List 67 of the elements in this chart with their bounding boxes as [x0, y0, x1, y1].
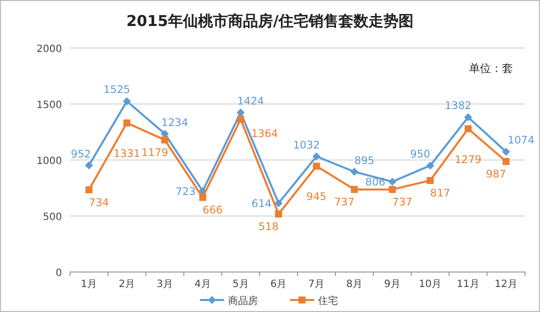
data-label: 1234 — [161, 116, 188, 129]
x-tick-label: 11月 — [456, 279, 480, 290]
point — [274, 199, 283, 208]
data-label: 1331 — [114, 148, 140, 160]
x-tick-label: 12月 — [494, 279, 518, 290]
data-label: 1424 — [237, 96, 264, 108]
data-label: 737 — [334, 196, 354, 208]
data-label: 1074 — [508, 134, 535, 147]
y-tick-label: 500 — [42, 212, 62, 223]
point — [199, 194, 206, 201]
y-tick-label: 2000 — [36, 44, 62, 55]
data-label: 987 — [486, 168, 506, 180]
point — [388, 178, 396, 186]
data-label: 1525 — [104, 84, 130, 96]
legend-label: 商品房 — [228, 295, 258, 307]
x-tick-label: 4月 — [194, 279, 211, 290]
data-label: 518 — [258, 220, 279, 233]
x-tick-label: 2月 — [118, 279, 136, 290]
data-label: 945 — [306, 191, 326, 204]
point — [502, 158, 510, 165]
data-label: 666 — [202, 204, 224, 216]
annotation: 单位：套 — [469, 62, 513, 75]
y-tick-label: 1500 — [36, 100, 62, 111]
point — [122, 97, 131, 106]
data-label: 734 — [88, 196, 110, 209]
point — [237, 116, 244, 123]
point — [350, 186, 358, 193]
data-label: 952 — [70, 148, 91, 160]
data-label: 723 — [176, 186, 196, 198]
data-label: 895 — [354, 154, 374, 167]
x-tick-label: 3月 — [156, 279, 173, 290]
point — [85, 186, 92, 194]
point — [464, 113, 472, 122]
point — [350, 168, 358, 176]
point — [161, 136, 168, 144]
y-tick-label: 1000 — [36, 156, 62, 167]
data-label: 737 — [392, 196, 412, 208]
data-label: 1032 — [293, 139, 320, 152]
data-label: 1279 — [454, 154, 482, 166]
point — [312, 162, 320, 170]
data-label: 614 — [252, 198, 272, 210]
x-tick-label: 10月 — [418, 279, 442, 290]
data-label: 1364 — [251, 128, 278, 140]
x-tick-label: 5月 — [232, 279, 249, 290]
data-label: 806 — [365, 176, 386, 189]
point — [123, 119, 130, 126]
point — [464, 125, 472, 132]
data-label: 1179 — [141, 146, 168, 159]
point — [84, 161, 93, 170]
point — [275, 210, 282, 218]
point — [312, 152, 320, 160]
x-tick-label: 6月 — [270, 279, 287, 290]
point — [426, 176, 434, 184]
x-tick-label: 1月 — [80, 279, 98, 290]
data-label: 1382 — [444, 100, 472, 112]
x-tick-label: 8月 — [346, 279, 363, 290]
legend-label: 住宅 — [318, 295, 338, 307]
data-label: 950 — [410, 148, 430, 161]
data-label: 817 — [430, 187, 450, 200]
point — [388, 186, 396, 193]
point — [236, 108, 245, 117]
x-tick-label: 9月 — [384, 279, 400, 290]
point — [426, 162, 434, 170]
x-tick-label: 7月 — [308, 279, 325, 290]
chart-title: 2015年仙桃市商品房/住宅销售套数走势图 — [126, 12, 414, 30]
y-tick-label: 0 — [56, 268, 62, 279]
point — [502, 148, 510, 156]
